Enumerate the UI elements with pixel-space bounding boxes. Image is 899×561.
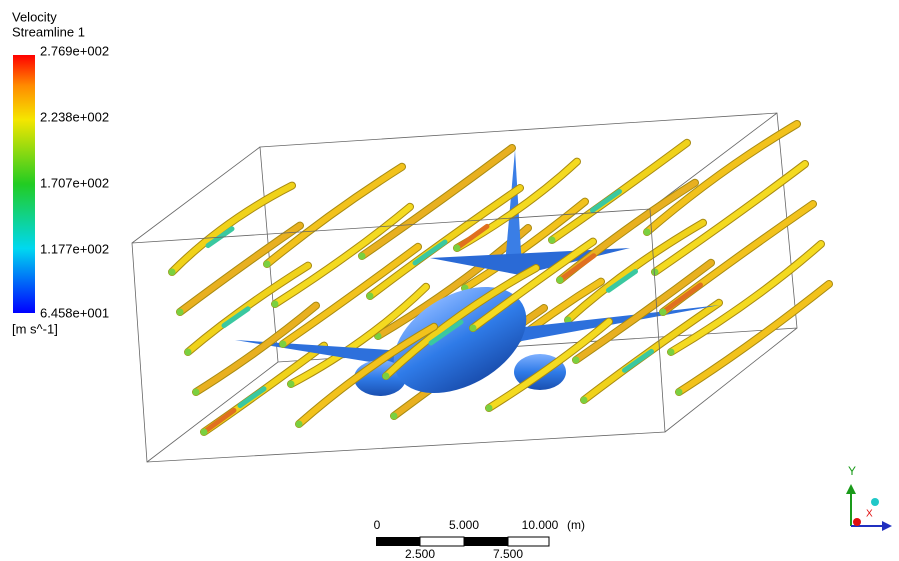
streamline <box>359 253 366 260</box>
streamline <box>454 245 461 252</box>
streamline <box>391 413 398 420</box>
viewport: Velocity Streamline 1 2.769e+002 2.238e+… <box>0 0 899 561</box>
streamline <box>383 373 390 380</box>
streamline <box>296 421 303 428</box>
streamline <box>581 397 588 404</box>
page: Velocity Streamline 1 2.769e+002 2.238e+… <box>0 0 899 561</box>
scale-label: 5.000 <box>449 518 479 532</box>
streamline <box>362 148 512 256</box>
streamline <box>272 301 279 308</box>
legend-tick: 1.707e+002 <box>40 175 109 190</box>
streamline <box>593 191 620 210</box>
streamline <box>668 349 675 356</box>
legend-unit: [m s^-1] <box>12 321 58 336</box>
legend-tick: 6.458e+001 <box>40 305 109 320</box>
streamline <box>549 237 556 244</box>
streamline <box>470 325 477 332</box>
streamline <box>201 429 208 436</box>
streamline <box>185 349 192 356</box>
scale-unit: (m) <box>567 518 585 532</box>
legend-object: Streamline 1 <box>12 24 85 39</box>
scale-label: 10.000 <box>522 518 559 532</box>
axis-label: X <box>866 509 873 520</box>
legend-tick: 2.769e+002 <box>40 43 109 58</box>
streamline <box>264 261 271 268</box>
streamline <box>283 247 418 344</box>
axis-label: Y <box>848 464 856 478</box>
streamline <box>367 293 374 300</box>
streamline <box>573 357 580 364</box>
streamline <box>625 351 652 370</box>
streamline <box>204 410 234 432</box>
streamline <box>193 389 200 396</box>
streamline <box>280 341 287 348</box>
streamline <box>660 309 667 316</box>
legend-tick: 2.238e+002 <box>40 109 109 124</box>
color-bar <box>13 55 35 313</box>
streamline <box>288 381 295 388</box>
scale-label: 0 <box>374 518 381 532</box>
streamline <box>647 124 797 232</box>
streamline <box>652 269 659 276</box>
streamline <box>557 277 564 284</box>
streamline <box>671 244 821 352</box>
streamline <box>267 167 402 264</box>
streamline <box>676 389 683 396</box>
streamline <box>655 164 805 272</box>
legend-tick: 1.177e+002 <box>40 241 109 256</box>
scale-label: 2.500 <box>405 547 435 561</box>
scale-label: 7.500 <box>493 547 523 561</box>
streamline <box>644 229 651 236</box>
axis-triad <box>846 484 892 531</box>
legend-variable: Velocity <box>12 9 57 24</box>
streamline <box>169 269 176 276</box>
streamline <box>275 207 410 304</box>
scale-bar <box>376 537 549 546</box>
streamline <box>486 405 493 412</box>
streamline <box>576 263 711 360</box>
streamline <box>177 309 184 316</box>
